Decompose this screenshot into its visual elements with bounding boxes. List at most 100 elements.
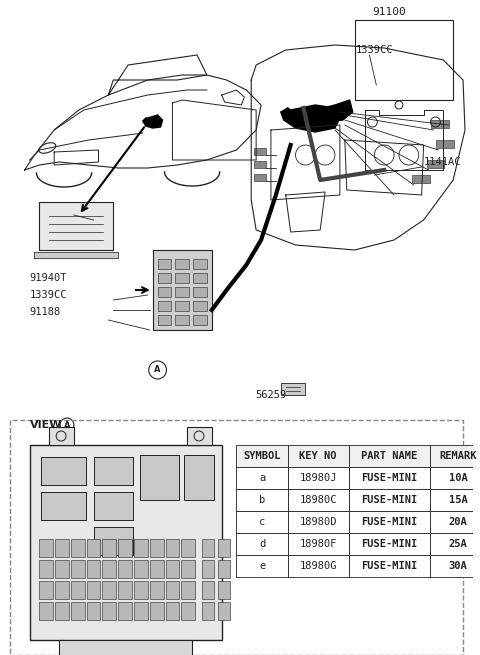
- Bar: [55, 581, 69, 599]
- Text: SYMBOL: SYMBOL: [243, 451, 281, 461]
- Bar: [59, 640, 192, 655]
- Polygon shape: [312, 100, 353, 122]
- Bar: [134, 581, 148, 599]
- Bar: [175, 315, 189, 325]
- Bar: [41, 492, 86, 520]
- Bar: [150, 581, 164, 599]
- Text: 91188: 91188: [30, 307, 61, 317]
- Bar: [157, 315, 171, 325]
- Bar: [134, 539, 148, 557]
- Bar: [71, 539, 85, 557]
- Text: REMARK: REMARK: [439, 451, 477, 461]
- Bar: [39, 202, 113, 250]
- Bar: [150, 560, 164, 578]
- Text: 18980G: 18980G: [300, 561, 337, 571]
- Bar: [39, 560, 53, 578]
- Bar: [140, 455, 180, 500]
- Bar: [87, 539, 100, 557]
- Bar: [87, 602, 100, 620]
- Text: c: c: [259, 517, 265, 527]
- Text: 15A: 15A: [449, 495, 468, 505]
- Bar: [166, 560, 180, 578]
- Bar: [202, 560, 214, 578]
- Bar: [218, 560, 229, 578]
- Bar: [288, 511, 349, 533]
- Bar: [39, 581, 53, 599]
- Text: VIEW: VIEW: [30, 420, 62, 430]
- Bar: [175, 301, 189, 311]
- Bar: [102, 539, 116, 557]
- Text: 10A: 10A: [449, 473, 468, 483]
- Bar: [288, 467, 349, 489]
- Bar: [349, 445, 430, 467]
- Bar: [157, 301, 171, 311]
- Bar: [288, 445, 349, 467]
- Text: FUSE-MINI: FUSE-MINI: [361, 495, 417, 505]
- Text: d: d: [259, 539, 265, 549]
- Bar: [175, 287, 189, 297]
- Bar: [39, 539, 53, 557]
- Bar: [157, 287, 171, 297]
- Bar: [202, 539, 214, 557]
- Bar: [288, 489, 349, 511]
- Bar: [237, 489, 288, 511]
- Polygon shape: [281, 105, 340, 132]
- Bar: [184, 455, 214, 500]
- Bar: [218, 581, 229, 599]
- Bar: [175, 273, 189, 283]
- Text: 18980F: 18980F: [300, 539, 337, 549]
- Bar: [349, 555, 430, 577]
- Bar: [166, 539, 180, 557]
- Bar: [150, 539, 164, 557]
- Bar: [430, 489, 480, 511]
- Bar: [102, 560, 116, 578]
- Bar: [134, 560, 148, 578]
- Text: e: e: [259, 561, 265, 571]
- Bar: [237, 467, 288, 489]
- Text: 20A: 20A: [449, 517, 468, 527]
- Text: b: b: [259, 495, 265, 505]
- Bar: [157, 273, 171, 283]
- Bar: [193, 301, 207, 311]
- Text: 18980J: 18980J: [300, 473, 337, 483]
- Text: FUSE-MINI: FUSE-MINI: [361, 539, 417, 549]
- Bar: [118, 602, 132, 620]
- Text: 56259: 56259: [255, 390, 287, 400]
- Bar: [254, 174, 266, 181]
- Bar: [10, 420, 463, 655]
- Bar: [30, 445, 222, 640]
- Bar: [175, 259, 189, 269]
- Bar: [118, 539, 132, 557]
- Bar: [41, 457, 86, 485]
- Bar: [118, 560, 132, 578]
- Bar: [150, 602, 164, 620]
- Bar: [181, 581, 195, 599]
- Text: 1141AC: 1141AC: [424, 157, 461, 167]
- Bar: [87, 560, 100, 578]
- Bar: [281, 383, 305, 395]
- Bar: [153, 250, 212, 330]
- Text: KEY NO: KEY NO: [300, 451, 337, 461]
- Bar: [94, 492, 133, 520]
- Bar: [94, 527, 133, 555]
- Bar: [71, 602, 85, 620]
- Bar: [218, 602, 229, 620]
- Text: 25A: 25A: [449, 539, 468, 549]
- Text: A: A: [64, 421, 70, 430]
- Bar: [49, 427, 74, 445]
- Bar: [134, 602, 148, 620]
- Text: FUSE-MINI: FUSE-MINI: [361, 473, 417, 483]
- Text: 91940T: 91940T: [30, 273, 67, 283]
- Text: a: a: [259, 473, 265, 483]
- Bar: [349, 511, 430, 533]
- Bar: [202, 602, 214, 620]
- Polygon shape: [35, 252, 118, 258]
- Bar: [430, 511, 480, 533]
- Bar: [71, 560, 85, 578]
- Text: FUSE-MINI: FUSE-MINI: [361, 517, 417, 527]
- Bar: [193, 273, 207, 283]
- Circle shape: [149, 361, 167, 379]
- Bar: [430, 555, 480, 577]
- Bar: [430, 445, 480, 467]
- Bar: [181, 602, 195, 620]
